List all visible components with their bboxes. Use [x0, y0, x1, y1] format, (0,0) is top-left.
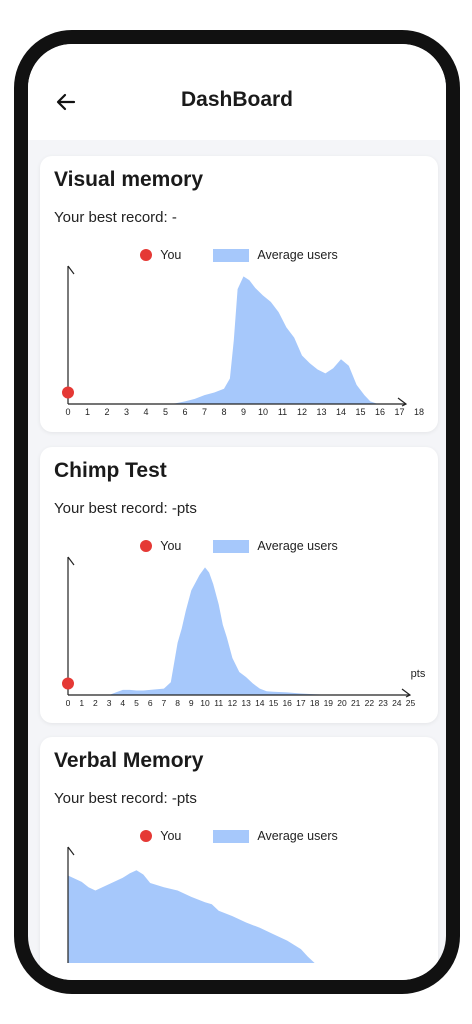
x-tick-label: 14: [336, 407, 346, 417]
x-tick-label: 18: [310, 698, 320, 708]
y-axis-arrow: [67, 846, 75, 856]
x-tick-label: 20: [337, 698, 347, 708]
legend-average-label: Average users: [257, 539, 338, 553]
x-tick-label: 9: [189, 698, 194, 708]
x-tick-label: 3: [107, 698, 112, 708]
legend-average-marker: [213, 539, 250, 553]
legend-you-label: You: [160, 539, 182, 553]
series-average-users-area: [68, 870, 315, 963]
x-axis-arrow: [401, 688, 412, 698]
legend-you-marker: [140, 540, 153, 552]
arrow-left-icon: [56, 93, 76, 111]
x-tick-label: 13: [316, 407, 326, 417]
x-tick-label: 7: [202, 407, 207, 417]
x-tick-label: 22: [365, 698, 375, 708]
x-tick-label: 5: [134, 698, 139, 708]
x-tick-label: 12: [297, 407, 307, 417]
x-tick-label: 11: [278, 407, 287, 417]
card-title: Visual memory: [54, 168, 204, 191]
x-tick-label: 24: [392, 698, 402, 708]
x-tick-label: 6: [182, 407, 187, 417]
best-record: Your best record: -pts: [54, 790, 197, 807]
x-tick-label: 23: [378, 698, 388, 708]
best-record: Your best record: -pts: [54, 500, 197, 517]
x-tick-label: 14: [255, 698, 265, 708]
card-title: Verbal Memory: [54, 749, 204, 772]
legend-average-marker: [213, 829, 250, 843]
legend-you-marker: [140, 830, 153, 842]
card-title: Chimp Test: [54, 459, 167, 482]
card-visual-memory: Visual memory Your best record: - You Av…: [40, 156, 438, 432]
legend-you-marker: [140, 249, 153, 261]
chart-legend: You Average users: [40, 537, 438, 555]
x-tick-label: 15: [355, 407, 365, 417]
x-tick-label: 17: [296, 698, 306, 708]
x-tick-label: 18: [414, 407, 424, 417]
x-tick-label: 17: [394, 407, 404, 417]
x-tick-label: 0: [66, 698, 71, 708]
x-tick-label: 8: [221, 407, 226, 417]
legend-you-label: You: [160, 248, 182, 262]
x-tick-label: 1: [79, 698, 84, 708]
x-tick-label: 16: [282, 698, 292, 708]
y-axis-arrow: [67, 556, 75, 566]
x-tick-label: 16: [375, 407, 385, 417]
x-tick-label: 6: [148, 698, 153, 708]
x-tick-label: 8: [175, 698, 180, 708]
x-tick-label: 0: [65, 407, 70, 417]
x-tick-label: 4: [120, 698, 125, 708]
y-axis-arrow: [67, 265, 75, 275]
page-title: DashBoard: [180, 88, 294, 111]
chimp-test-chart: 0 1 2 3 4 5 6 7 8 9 10 11 12 13 14 15 16 17 18 19 20 21 22 23 24…: [62, 556, 426, 708]
card-chimp-test: Chimp Test Your best record: -pts You Av…: [40, 447, 438, 723]
legend-you-label: You: [160, 829, 182, 843]
best-record: Your best record: -: [54, 209, 177, 226]
x-tick-label: 13: [241, 698, 251, 708]
visual-memory-chart: 0 1 2 3 4 5 6 7 8 9 10 11 12 13 14 15 16 17 18: [62, 265, 424, 417]
legend-average-marker: [213, 248, 250, 262]
x-axis-arrow: [397, 397, 408, 407]
legend-average-label: Average users: [257, 248, 338, 262]
verbal-memory-chart: [67, 846, 315, 963]
x-tick-label: 21: [351, 698, 361, 708]
x-axis-unit: pts: [411, 668, 426, 680]
x-tick-label: 5: [163, 407, 168, 417]
x-tick-label: 3: [124, 407, 129, 417]
you-marker: [62, 677, 74, 690]
series-average-users-area: [68, 276, 380, 404]
you-marker: [62, 386, 74, 399]
x-tick-label: 10: [200, 698, 210, 708]
x-tick-label: 11: [214, 698, 223, 708]
x-tick-label: 12: [228, 698, 238, 708]
x-tick-label: 2: [104, 407, 109, 417]
x-tick-label: 7: [162, 698, 167, 708]
dashboard-content[interactable]: Visual memory Your best record: - You Av…: [28, 140, 446, 980]
x-tick-label: 1: [85, 407, 90, 417]
chart-legend: You Average users: [40, 246, 438, 264]
x-tick-label: 9: [241, 407, 246, 417]
legend-average-label: Average users: [257, 829, 338, 843]
x-tick-label: 19: [324, 698, 334, 708]
x-tick-label: 15: [269, 698, 279, 708]
app-bar: DashBoard: [28, 44, 446, 140]
series-average-users-area: [68, 567, 342, 695]
phone-frame: DashBoard Visual memory Your best record…: [14, 30, 460, 994]
back-button[interactable]: [46, 82, 86, 122]
x-tick-label: 4: [143, 407, 148, 417]
x-tick-label: 10: [258, 407, 268, 417]
x-tick-label: 2: [93, 698, 98, 708]
chart-legend: You Average users: [40, 827, 438, 845]
x-tick-label: 25: [406, 698, 416, 708]
card-verbal-memory: Verbal Memory Your best record: -pts You…: [40, 737, 438, 980]
